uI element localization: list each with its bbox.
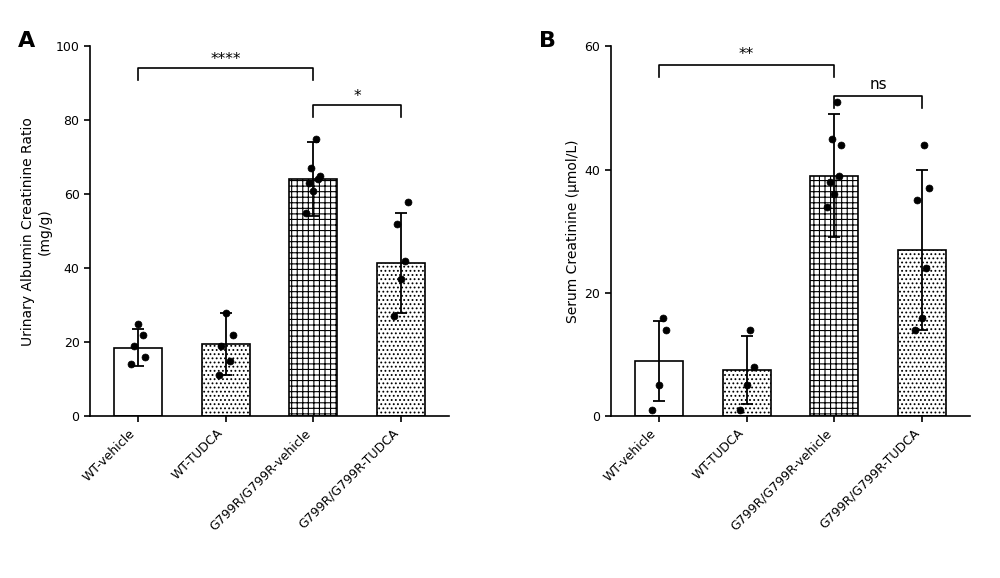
Point (222, 356, 238, 365)
Point (655, 313, 671, 322)
Point (303, 164, 319, 173)
Point (312, 171, 328, 180)
Point (831, 171, 847, 180)
Point (921, 183, 937, 192)
Point (389, 219, 405, 228)
Point (308, 134, 324, 143)
Text: B: B (539, 31, 556, 51)
Point (400, 197, 416, 206)
Point (218, 308, 234, 317)
Point (135, 330, 151, 339)
Bar (898, 250, 946, 416)
Y-axis label: Urinary Albumin Creatinine Ratio
(mg/g): Urinary Albumin Creatinine Ratio (mg/g) (21, 117, 52, 346)
Point (829, 97, 845, 106)
Point (393, 275, 409, 284)
Point (732, 405, 748, 414)
Text: ns: ns (869, 77, 887, 92)
Point (826, 190, 842, 199)
Point (739, 381, 755, 390)
Point (137, 353, 153, 362)
Bar (289, 179, 337, 416)
Point (916, 140, 932, 150)
Point (833, 140, 849, 150)
Point (824, 134, 840, 143)
Bar (810, 176, 858, 416)
Text: A: A (18, 31, 35, 51)
Text: **: ** (739, 47, 754, 62)
Point (644, 405, 660, 414)
Point (123, 360, 139, 369)
Point (305, 186, 321, 195)
Bar (202, 344, 250, 416)
Point (909, 196, 925, 205)
Point (746, 362, 762, 372)
Y-axis label: Serum Creatinine (μmol/L): Serum Creatinine (μmol/L) (566, 139, 580, 323)
Point (918, 264, 934, 273)
Point (819, 202, 835, 211)
Point (914, 313, 930, 322)
Point (211, 371, 227, 380)
Point (742, 325, 758, 335)
Point (658, 325, 674, 335)
Point (126, 341, 142, 350)
Point (301, 179, 317, 188)
Point (651, 381, 667, 390)
Point (397, 256, 413, 265)
Point (822, 177, 838, 187)
Bar (377, 262, 425, 416)
Point (130, 319, 146, 328)
Point (213, 341, 229, 350)
Point (225, 330, 241, 339)
Point (907, 325, 923, 335)
Bar (723, 370, 771, 416)
Text: ****: **** (211, 51, 241, 66)
Bar (635, 361, 683, 416)
Text: *: * (353, 88, 361, 103)
Point (298, 208, 314, 217)
Point (310, 175, 326, 184)
Bar (114, 348, 162, 416)
Point (386, 312, 402, 321)
